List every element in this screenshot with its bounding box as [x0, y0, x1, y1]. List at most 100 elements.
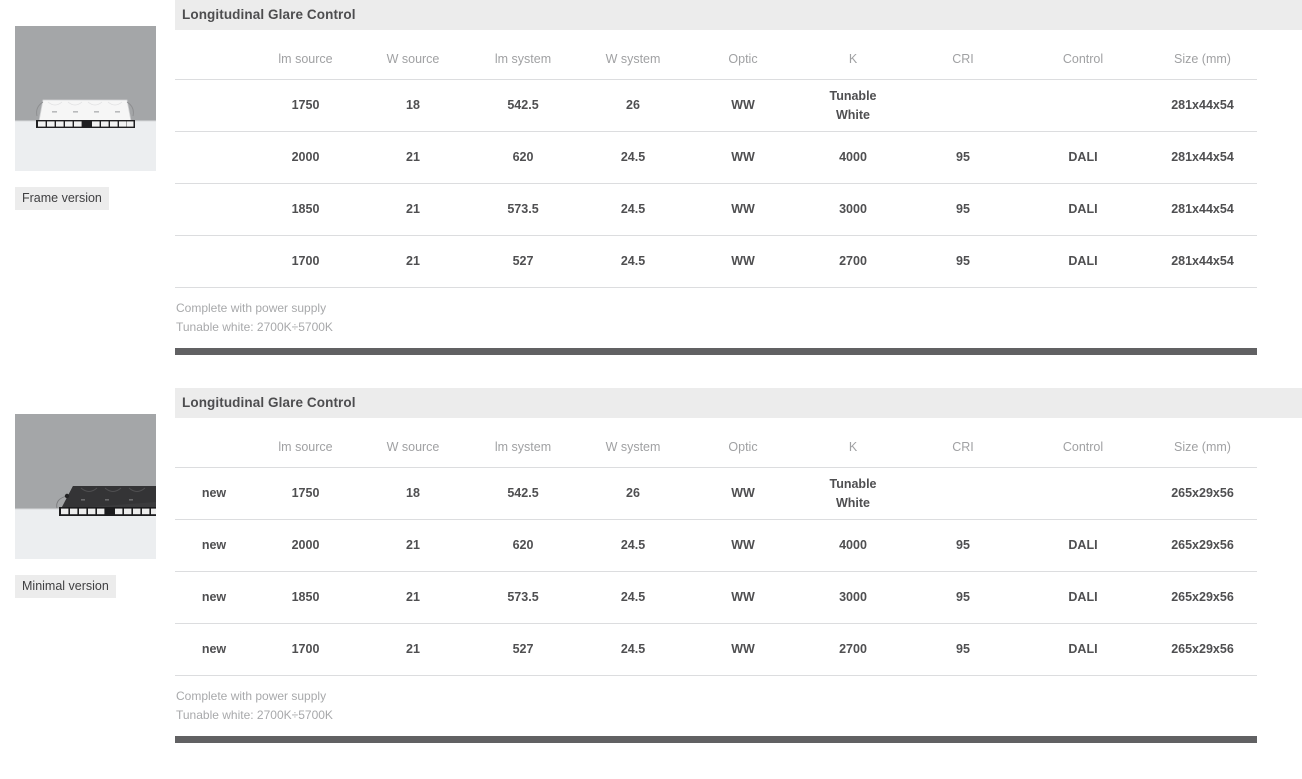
section-divider-bar — [175, 348, 1257, 355]
cell-lm-system: 620 — [468, 131, 578, 184]
col-header-w-system: W system — [578, 418, 688, 468]
col-header-w-source: W source — [358, 418, 468, 468]
table-body-minimal: new 1750 18 542.5 26 WW Tunable White 265… — [175, 467, 1257, 676]
cell-optic: WW — [688, 467, 798, 520]
note-line: Complete with power supply — [176, 301, 327, 315]
badge-new: new — [175, 571, 253, 624]
cell-w-system: 24.5 — [578, 131, 688, 184]
cell-optic: WW — [688, 519, 798, 572]
luminaire-frame-white-icon — [15, 99, 156, 128]
cell-lm-source: 2000 — [253, 131, 358, 184]
cell-optic: WW — [688, 131, 798, 184]
cell-k: 4000 — [798, 519, 908, 572]
cell-new — [175, 235, 253, 288]
thumbnail-bg-lower — [15, 121, 156, 171]
cell-w-source: 21 — [358, 131, 468, 184]
cell-control — [1018, 467, 1148, 520]
cell-w-source: 18 — [358, 467, 468, 520]
thumbnail-column-frame: Frame version — [15, 26, 156, 210]
cell-k: 4000 — [798, 131, 908, 184]
cell-w-source: 21 — [358, 519, 468, 572]
col-header-w-source: W source — [358, 30, 468, 80]
cell-w-system: 24.5 — [578, 235, 688, 288]
product-thumbnail-minimal[interactable] — [15, 414, 156, 559]
cell-w-system: 24.5 — [578, 183, 688, 236]
cell-lm-source: 1750 — [253, 467, 358, 520]
luminaire-minimal-black-icon — [15, 486, 156, 516]
badge-new: new — [175, 623, 253, 676]
cell-control: DALI — [1018, 235, 1148, 288]
col-header-control: Control — [1018, 418, 1148, 468]
product-thumbnail-frame[interactable] — [15, 26, 156, 171]
col-header-cri: CRI — [908, 418, 1018, 468]
cell-size: 281x44x54 — [1148, 131, 1257, 184]
cell-new — [175, 131, 253, 184]
cell-size: 265x29x56 — [1148, 519, 1257, 572]
cell-control: DALI — [1018, 131, 1148, 184]
table-row[interactable]: 2000 21 620 24.5 WW 4000 95 DALI 281x44x… — [175, 131, 1257, 184]
cell-control: DALI — [1018, 623, 1148, 676]
badge-new: new — [175, 519, 253, 572]
cell-lm-system: 527 — [468, 235, 578, 288]
spec-table-column-minimal: Longitudinal Glare Control lm source W s… — [175, 388, 1302, 743]
col-header-lm-source: lm source — [253, 418, 358, 468]
cell-lm-source: 1700 — [253, 623, 358, 676]
section-title-frame: Longitudinal Glare Control — [175, 0, 1302, 30]
cell-size: 265x29x56 — [1148, 467, 1257, 520]
col-header-size: Size (mm) — [1148, 418, 1257, 468]
cell-w-source: 18 — [358, 79, 468, 132]
table-notes-minimal: Complete with power supply Tunable white… — [175, 687, 1302, 725]
cell-w-source: 21 — [358, 183, 468, 236]
col-header-optic: Optic — [688, 418, 798, 468]
col-header-optic: Optic — [688, 30, 798, 80]
table-row[interactable]: new 1700 21 527 24.5 WW 2700 95 DALI 265… — [175, 623, 1257, 676]
table-header-row: lm source W source lm system W system Op… — [175, 418, 1257, 468]
badge-new: new — [175, 467, 253, 520]
cell-control — [1018, 79, 1148, 132]
cell-cri: 95 — [908, 623, 1018, 676]
cell-optic: WW — [688, 183, 798, 236]
cell-lm-system: 620 — [468, 519, 578, 572]
col-header-new — [175, 418, 253, 468]
col-header-lm-system: lm system — [468, 418, 578, 468]
cell-optic: WW — [688, 623, 798, 676]
cell-cri: 95 — [908, 519, 1018, 572]
cell-control: DALI — [1018, 519, 1148, 572]
table-row[interactable]: new 1850 21 573.5 24.5 WW 3000 95 DALI 2… — [175, 571, 1257, 624]
cell-k: Tunable White — [798, 467, 908, 520]
cell-lm-system: 573.5 — [468, 183, 578, 236]
cell-k: 3000 — [798, 571, 908, 624]
table-header-row: lm source W source lm system W system Op… — [175, 30, 1257, 80]
cell-lm-system: 573.5 — [468, 571, 578, 624]
table-row[interactable]: new 2000 21 620 24.5 WW 4000 95 DALI 265… — [175, 519, 1257, 572]
cell-k: 2700 — [798, 235, 908, 288]
cell-k: Tunable White — [798, 79, 908, 132]
cell-w-system: 24.5 — [578, 519, 688, 572]
cell-lm-source: 1750 — [253, 79, 358, 132]
cell-w-source: 21 — [358, 623, 468, 676]
spec-table-column-frame: Longitudinal Glare Control lm source W s… — [175, 0, 1302, 355]
cell-optic: WW — [688, 571, 798, 624]
table-row[interactable]: 1750 18 542.5 26 WW Tunable White 281x44x… — [175, 79, 1257, 132]
cell-lm-source: 1700 — [253, 235, 358, 288]
cell-w-system: 24.5 — [578, 623, 688, 676]
table-notes-frame: Complete with power supply Tunable white… — [175, 299, 1302, 337]
cell-w-source: 21 — [358, 571, 468, 624]
col-header-k: K — [798, 30, 908, 80]
cell-k: 3000 — [798, 183, 908, 236]
cell-optic: WW — [688, 235, 798, 288]
table-row[interactable]: new 1750 18 542.5 26 WW Tunable White 265… — [175, 467, 1257, 520]
table-row[interactable]: 1700 21 527 24.5 WW 2700 95 DALI 281x44x… — [175, 235, 1257, 288]
cell-cri: 95 — [908, 183, 1018, 236]
section-divider-bar — [175, 736, 1257, 743]
cell-w-source: 21 — [358, 235, 468, 288]
cell-cri — [908, 467, 1018, 520]
cell-cri — [908, 79, 1018, 132]
section-title-minimal: Longitudinal Glare Control — [175, 388, 1302, 418]
cell-size: 265x29x56 — [1148, 623, 1257, 676]
table-row[interactable]: 1850 21 573.5 24.5 WW 3000 95 DALI 281x4… — [175, 183, 1257, 236]
cell-w-system: 26 — [578, 79, 688, 132]
cell-optic: WW — [688, 79, 798, 132]
cell-cri: 95 — [908, 571, 1018, 624]
